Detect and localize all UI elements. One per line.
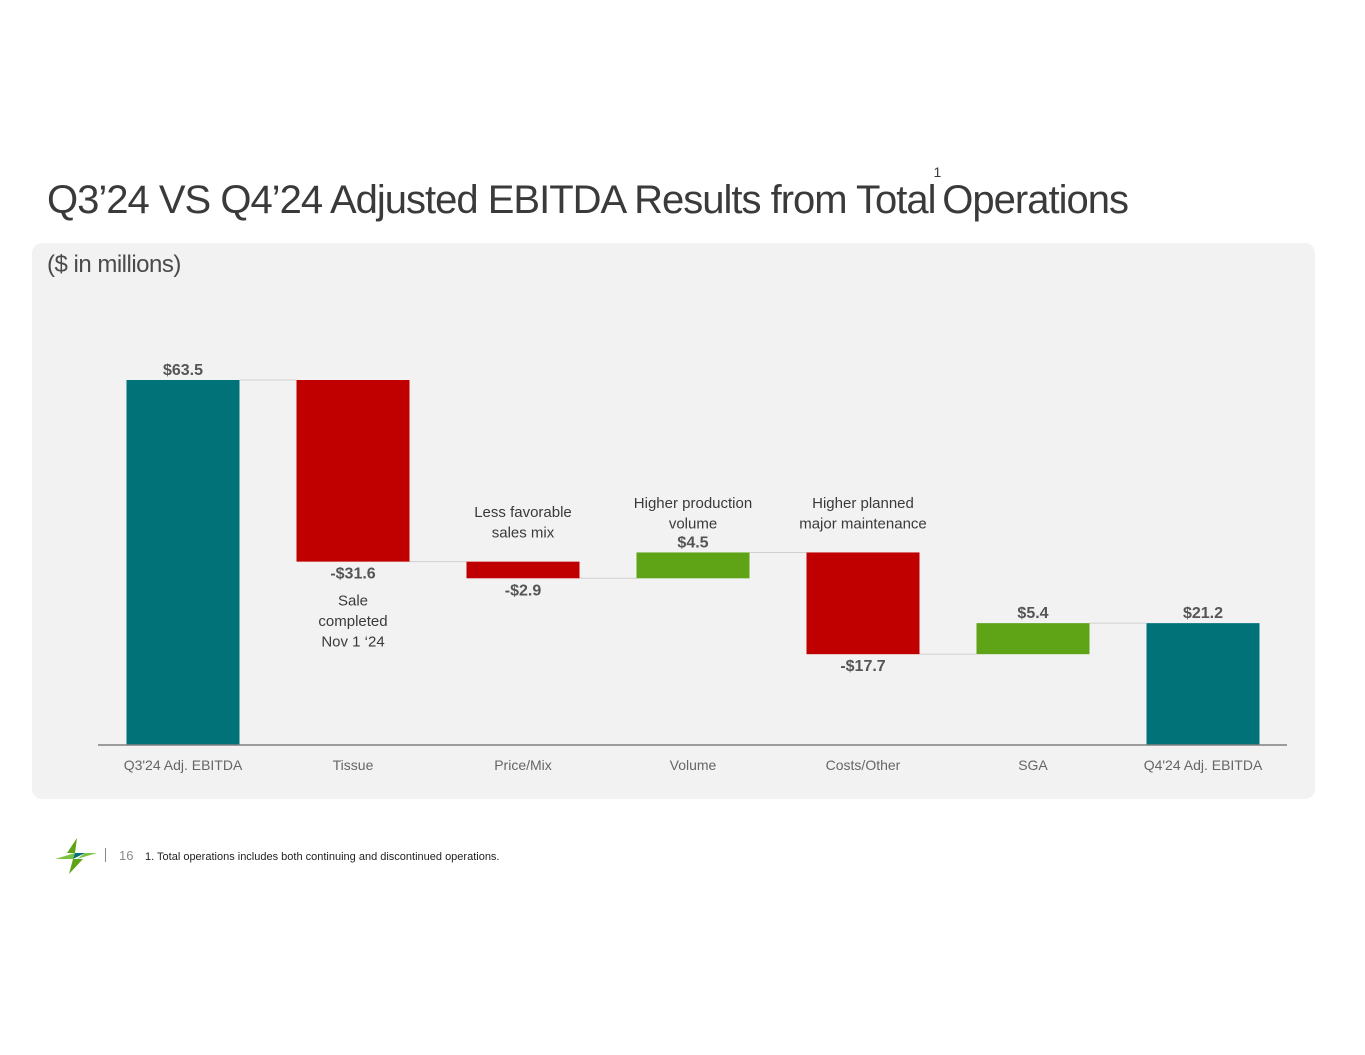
title-tail: Operations: [942, 178, 1129, 222]
data-label: -$31.6: [330, 566, 375, 583]
annotation-text: Higher production: [634, 495, 752, 512]
title-main: Q3’24 VS Q4’24 Adjusted EBITDA Results f…: [47, 178, 936, 222]
category-label: Price/Mix: [494, 757, 552, 773]
category-label: Tissue: [333, 757, 374, 773]
chart-subtitle: ($ in millions): [47, 251, 181, 278]
annotation-text: Higher planned: [812, 495, 914, 512]
category-label: Costs/Other: [826, 757, 901, 773]
bar-costs-other: [806, 552, 920, 655]
category-label: SGA: [1018, 757, 1048, 773]
bar-price-mix: [466, 561, 580, 579]
data-label: $21.2: [1183, 605, 1223, 622]
data-label: $4.5: [677, 534, 708, 551]
bar-sga: [976, 623, 1090, 655]
data-label: $63.5: [163, 362, 203, 379]
annotation-text: sales mix: [492, 525, 555, 542]
company-logo-icon: [55, 838, 97, 874]
annotation-text: completed: [318, 613, 387, 630]
bar-volume: [636, 552, 750, 579]
category-label: Q3'24 Adj. EBITDA: [124, 757, 243, 773]
annotation-text: Sale: [338, 593, 368, 610]
waterfall-chart: $63.5 Q3'24 Adj. EBITDA -$31.6 Tissue -$2.9 P…: [98, 362, 1287, 773]
footer-separator: [105, 848, 106, 862]
annotation-text: volume: [669, 515, 717, 532]
data-label: $5.4: [1017, 605, 1048, 622]
annotation-text: Less favorable: [474, 504, 572, 521]
data-label: -$17.7: [840, 658, 885, 675]
category-label: Q4'24 Adj. EBITDA: [1144, 757, 1263, 773]
annotation-text: Nov 1 ‘24: [321, 634, 384, 651]
bar-q3-24-adj-ebitda: [126, 380, 240, 745]
page-title: Q3’24 VS Q4’24 Adjusted EBITDA Results f…: [47, 164, 1129, 223]
bar-tissue: [296, 380, 410, 562]
footnote: 1. Total operations includes both contin…: [145, 851, 500, 863]
bar-q4-24-adj-ebitda: [1146, 623, 1260, 745]
annotation-text: major maintenance: [799, 515, 927, 532]
page-number: 16: [119, 848, 134, 863]
chart-panel: ($ in millions) $63.5 Q3'24 Adj. EBITDA -$…: [32, 243, 1315, 799]
title-footnote-marker: 1: [933, 163, 942, 180]
data-label: -$2.9: [505, 582, 542, 599]
category-label: Volume: [670, 757, 717, 773]
